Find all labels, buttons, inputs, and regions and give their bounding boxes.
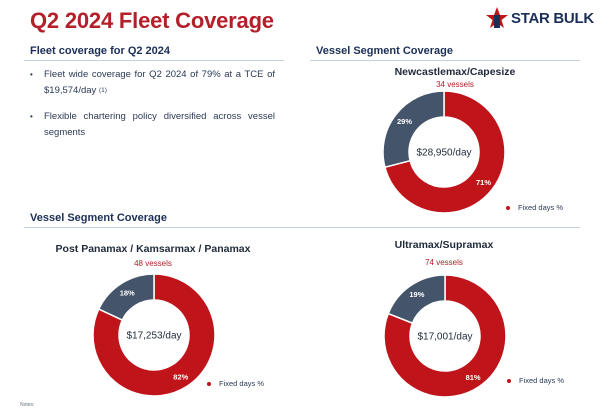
- bullet-icon: •: [30, 70, 33, 79]
- legend-panamax: Fixed days %: [207, 379, 264, 388]
- company-logo: STAR BULK: [485, 5, 595, 31]
- chart-title-ultramax: Ultramax/Supramax: [394, 239, 494, 251]
- logo-text: STAR BULK: [511, 9, 594, 27]
- legend-capesize: Fixed days %: [506, 203, 563, 212]
- summary-heading: Fleet coverage for Q2 2024: [30, 45, 171, 57]
- segment-divider-top: [310, 60, 580, 61]
- chart-subtitle-ultramax: 74 vessels: [425, 258, 463, 267]
- slice-percent-label: 71%: [476, 178, 491, 187]
- star-logo-icon: [485, 6, 509, 30]
- legend-label: Fixed days %: [518, 203, 564, 212]
- summary-divider: [24, 60, 284, 61]
- legend-swatch: [507, 378, 511, 383]
- slice-percent-label: 81%: [466, 373, 481, 382]
- chart-subtitle-capesize: 34 vessels: [436, 80, 474, 89]
- donut-slice-open-days: [387, 274, 446, 325]
- slice-percent-label: 19%: [409, 290, 424, 299]
- donut-chart-ultramax: 81% 19% $17,001/day: [383, 274, 507, 398]
- slice-percent-label: 18%: [120, 288, 135, 297]
- donut-chart-capesize: 71% 29% $28,950/day: [382, 90, 506, 214]
- bullet-icon: •: [30, 112, 33, 121]
- bullet-text: Flexible chartering policy diversified a…: [44, 111, 275, 138]
- donut-center-label: $17,253/day: [126, 331, 181, 342]
- donut-center-label: $17,001/day: [417, 332, 472, 343]
- segment-heading-top: Vessel Segment Coverage: [316, 45, 453, 57]
- donut-slice-fixed-days: [383, 274, 507, 398]
- segment-divider-bottom: [24, 227, 580, 228]
- footnote-ref: (1): [98, 87, 107, 94]
- legend-swatch: [207, 381, 211, 386]
- donut-center-label: $28,950/day: [416, 148, 471, 159]
- donut-slice-open-days: [382, 90, 445, 169]
- page-title: Q2 2024 Fleet Coverage: [30, 8, 274, 33]
- summary-bullets: • Fleet wide coverage for Q2 2024 of 79%…: [30, 67, 275, 151]
- chart-title-panamax: Post Panamax / Kamsarmax / Panamax: [55, 243, 251, 255]
- donut-slice-fixed-days: [92, 273, 216, 397]
- slice-percent-label: 29%: [397, 117, 412, 126]
- notes-label: Notes:: [20, 402, 35, 408]
- bullet-item: • Flexible chartering policy diversified…: [30, 109, 275, 141]
- donut-slice-fixed-days: [384, 90, 506, 214]
- bullet-text: Fleet wide coverage for Q2 2024 of 79% a…: [44, 69, 275, 96]
- legend-label: Fixed days %: [519, 376, 565, 385]
- bullet-item: • Fleet wide coverage for Q2 2024 of 79%…: [30, 67, 275, 99]
- legend-swatch: [506, 205, 510, 210]
- chart-title-capesize: Newcastlemax/Capesize: [394, 66, 516, 78]
- segment-heading-bottom: Vessel Segment Coverage: [30, 212, 167, 224]
- legend-label: Fixed days %: [219, 379, 265, 388]
- donut-slice-open-days: [97, 273, 155, 322]
- slice-percent-label: 82%: [173, 373, 188, 382]
- donut-chart-panamax: 82% 18% $17,253/day: [92, 273, 216, 397]
- chart-subtitle-panamax: 48 vessels: [134, 259, 172, 268]
- legend-ultramax: Fixed days %: [507, 376, 564, 385]
